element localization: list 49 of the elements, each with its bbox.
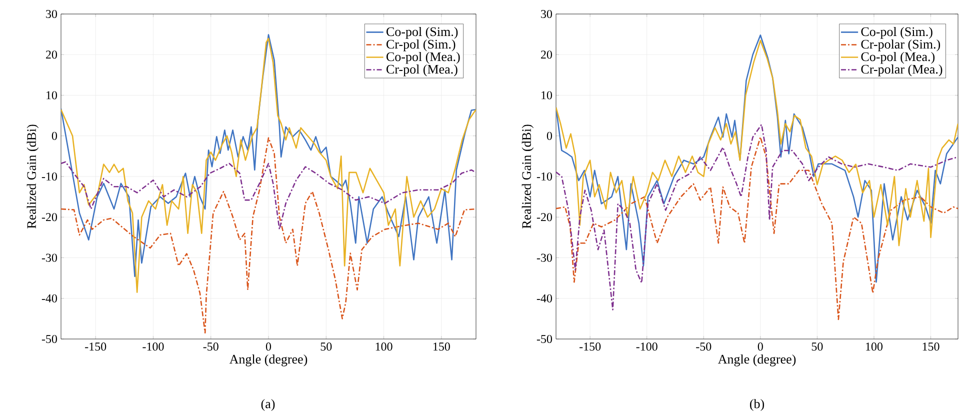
y-tick-label: -20 [42,213,58,222]
y-axis-title: Realized Gain (dBi) [26,124,39,228]
y-tick-label: -40 [536,294,552,302]
legend-label: Co-pol (Sim.) [861,26,932,39]
legend-label: Cr-polar (Sim.) [861,39,940,52]
y-tick-label: -10 [42,172,58,181]
legend-label: Cr-pol (Mea.) [386,64,458,76]
line-series [556,40,958,246]
y-tick-label: -20 [536,213,552,222]
y-tick-label: -40 [42,294,58,302]
x-tick-label: -50 [696,342,712,351]
y-tick-label: 10 [542,91,552,100]
y-tick-label: -50 [536,334,552,344]
y-tick-label: 20 [541,50,552,59]
x-tick-label: 0 [758,342,763,351]
y-tick-label: 30 [46,10,58,18]
x-tick-label: 100 [866,342,883,351]
text: (a) [261,399,275,411]
y-tick-label: 0 [546,132,552,140]
line-series [61,161,476,230]
x-tick-label: -150 [85,342,106,351]
y-tick-label: -10 [536,172,552,181]
y-tick-label: -30 [42,254,58,262]
x-axis-title: Angle (degree) [229,354,308,366]
legend-label: Cr-polar (Mea.) [861,64,942,76]
x-tick-label: -150 [580,342,601,351]
legend-label: Cr-pol (Sim.) [386,39,456,52]
x-tick-label: 50 [320,342,332,351]
y-tick-label: 0 [52,132,58,140]
x-tick-label: -100 [142,342,164,351]
line-series [61,137,476,334]
y-tick-label: 30 [541,10,552,18]
y-tick-label: 10 [46,91,58,100]
text: (b) [750,399,764,411]
legend-label: Co-pol (Mea.) [861,52,935,64]
y-axis-title: Realized Gain (dBi) [522,124,534,228]
y-tick-label: 20 [46,50,58,59]
y-tick-label: -50 [42,334,58,344]
y-tick-label: -30 [536,254,552,262]
x-tick-label: 100 [376,342,392,351]
x-tick-label: 50 [812,342,823,351]
x-tick-label: 150 [433,342,450,351]
x-axis-title: Angle (degree) [718,354,796,366]
legend-label: Co-pol (Sim.) [386,26,458,39]
x-tick-label: -50 [203,342,218,351]
x-tick-label: 0 [266,342,272,351]
legend-label: Co-pol (Mea.) [386,52,460,64]
x-tick-label: -100 [636,342,658,351]
x-tick-label: 150 [922,342,940,351]
